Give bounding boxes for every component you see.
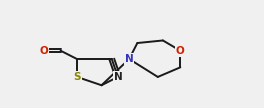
Text: S: S bbox=[73, 72, 81, 82]
Text: N: N bbox=[114, 72, 122, 82]
Text: O: O bbox=[40, 46, 49, 56]
Text: N: N bbox=[125, 54, 134, 64]
Text: O: O bbox=[176, 46, 185, 56]
